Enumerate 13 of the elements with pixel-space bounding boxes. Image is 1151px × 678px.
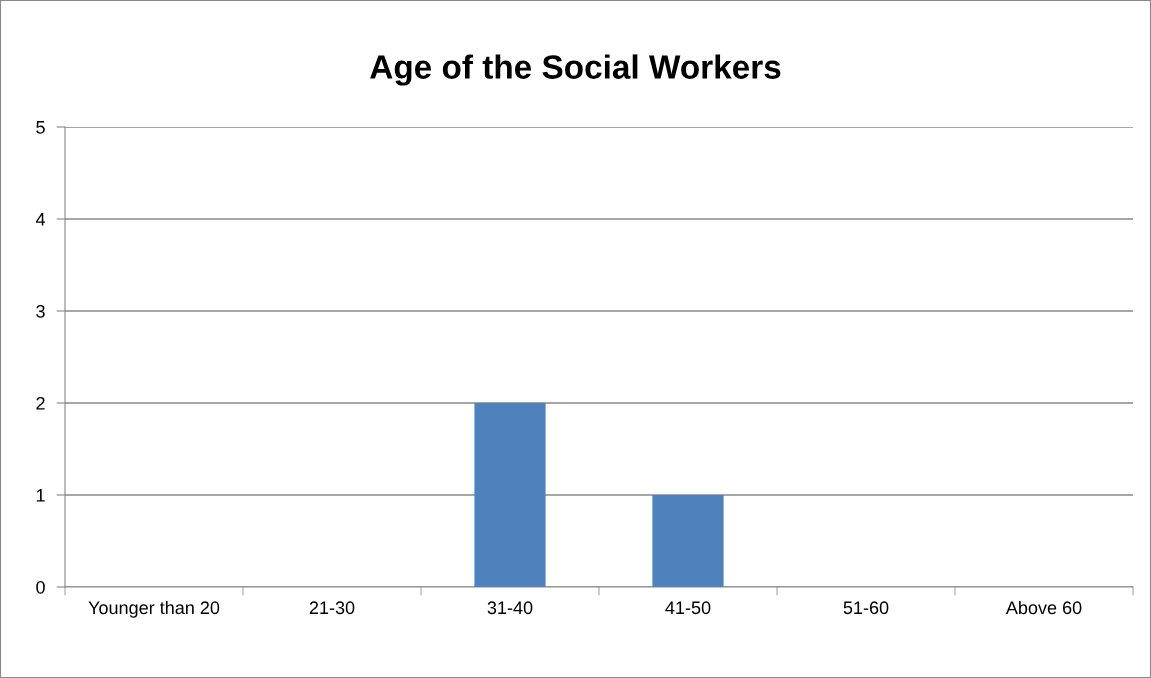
x-tick-label: 41-50 (665, 601, 711, 615)
y-tick-label: 4 (35, 213, 46, 226)
x-tick-label: Younger than 20 (88, 600, 220, 618)
y-tick-label: 3 (36, 304, 45, 318)
y-tick-label: 5 (36, 121, 45, 134)
y-tick-label: 2 (36, 396, 45, 410)
x-tick-label: 51-60 (843, 601, 889, 615)
x-tick-label: Above 60 (1005, 600, 1082, 615)
y-tick-label: 1 (36, 489, 45, 502)
y-tick-label: 0 (36, 580, 45, 594)
x-tick-label: 31-40 (487, 601, 533, 615)
chart-title: Age of the Social Workers (370, 54, 781, 86)
x-tick-label: 21-30 (309, 601, 355, 615)
